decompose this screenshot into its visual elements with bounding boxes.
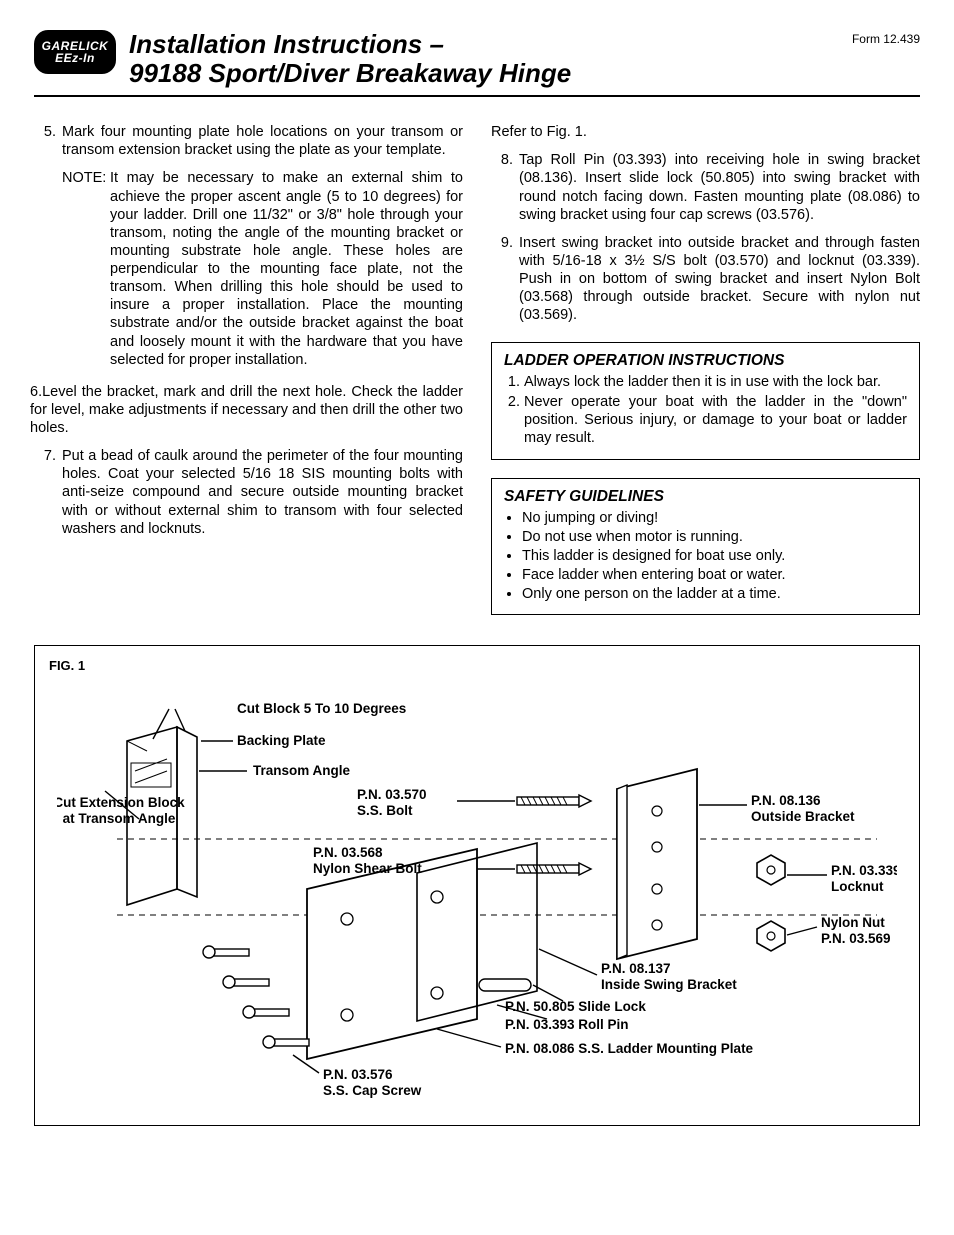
left-column: 5. Mark four mounting plate hole locatio… [34, 123, 463, 615]
title-block: Installation Instructions – 99188 Sport/… [129, 30, 852, 87]
step-text: Tap Roll Pin (03.393) into receiving hol… [519, 151, 920, 224]
callout-03339-2: Locknut [831, 879, 884, 894]
step-9: 9. Insert swing bracket into outside bra… [491, 234, 920, 325]
header: GARELICK EEz-In Installation Instruction… [34, 30, 920, 97]
outside-bracket [617, 769, 697, 959]
step-text: Put a bead of caulk around the perimeter… [62, 447, 463, 538]
list-item: Face ladder when entering boat or water. [522, 566, 907, 584]
callout-08136-1: P.N. 08.136 [751, 793, 821, 808]
step-number: 8. [491, 151, 519, 224]
note-body: It may be necessary to make an external … [110, 169, 463, 368]
callout-03576-1: P.N. 03.576 [323, 1067, 393, 1082]
title-line-2: 99188 Sport/Diver Breakaway Hinge [129, 59, 852, 88]
title-line-1: Installation Instructions – [129, 30, 852, 59]
step-8: 8. Tap Roll Pin (03.393) into receiving … [491, 151, 920, 224]
ladder-ops-list: Always lock the ladder then it is in use… [504, 373, 907, 448]
right-column: Refer to Fig. 1. 8. Tap Roll Pin (03.393… [491, 123, 920, 615]
cap-screws [203, 946, 309, 1048]
step-6: 6.Level the bracket, mark and drill the … [30, 383, 463, 437]
callout-cut-ext-1: Cut Extension Block [57, 795, 185, 810]
brand-logo: GARELICK EEz-In [34, 30, 119, 74]
step-number: 7. [34, 447, 62, 538]
list-item: Never operate your boat with the ladder … [524, 393, 907, 447]
ss-bolt [517, 795, 591, 807]
nylon-nut [757, 921, 785, 951]
callout-03570-2: S.S. Bolt [357, 803, 413, 818]
callout-backing-plate: Backing Plate [237, 733, 326, 748]
list-item: Always lock the ladder then it is in use… [524, 373, 907, 391]
safety-title: SAFETY GUIDELINES [504, 487, 907, 506]
slide-lock [479, 979, 531, 991]
callout-nylonnut-1: Nylon Nut [821, 915, 885, 930]
callout-03570-1: P.N. 03.570 [357, 787, 427, 802]
ladder-ops-title: LADDER OPERATION INSTRUCTIONS [504, 351, 907, 370]
list-item: This ladder is designed for boat use onl… [522, 547, 907, 565]
callout-08136-2: Outside Bracket [751, 809, 855, 824]
step-7: 7. Put a bead of caulk around the perime… [34, 447, 463, 538]
callout-transom-angle: Transom Angle [253, 763, 351, 778]
list-item: Do not use when motor is running. [522, 528, 907, 546]
callout-50805: P.N. 50.805 Slide Lock [505, 999, 646, 1014]
step-5: 5. Mark four mounting plate hole locatio… [34, 123, 463, 159]
step-text: Insert swing bracket into outside bracke… [519, 234, 920, 325]
callout-03568-1: P.N. 03.568 [313, 845, 383, 860]
callout-08137-2: Inside Swing Bracket [601, 977, 737, 992]
callout-03339-1: P.N. 03.339 [831, 863, 897, 878]
callout-cut-block: Cut Block 5 To 10 Degrees [237, 701, 406, 716]
ladder-operation-box: LADDER OPERATION INSTRUCTIONS Always loc… [491, 342, 920, 460]
form-number: Form 12.439 [852, 30, 920, 47]
mounting-plate [307, 849, 477, 1059]
step-number: 9. [491, 234, 519, 325]
callout-cut-ext-2: at Transom Angle [63, 811, 176, 826]
step-text: Mark four mounting plate hole locations … [62, 123, 463, 159]
step-number: 5. [34, 123, 62, 159]
callout-03393: P.N. 03.393 Roll Pin [505, 1017, 629, 1032]
callout-08137-1: P.N. 08.137 [601, 961, 671, 976]
callout-03576-2: S.S. Cap Screw [323, 1083, 422, 1098]
safety-list: No jumping or diving! Do not use when mo… [504, 509, 907, 604]
list-item: No jumping or diving! [522, 509, 907, 527]
callout-03568-2: Nylon Shear Bolt [313, 861, 422, 876]
figure-1-box: FIG. 1 [34, 645, 920, 1125]
exploded-diagram: Cut Block 5 To 10 Degrees Backing Plate … [57, 679, 897, 1109]
figure-label: FIG. 1 [49, 658, 905, 674]
note-label: NOTE: [62, 169, 110, 368]
locknut [757, 855, 785, 885]
safety-guidelines-box: SAFETY GUIDELINES No jumping or diving! … [491, 478, 920, 615]
refer-text: Refer to Fig. 1. [491, 123, 920, 141]
callout-nylonnut-2: P.N. 03.569 [821, 931, 891, 946]
callout-08086: P.N. 08.086 S.S. Ladder Mounting Plate [505, 1041, 754, 1056]
logo-bottom: EEz-In [55, 52, 95, 64]
nylon-shear-bolt [517, 863, 591, 875]
note-block: NOTE: It may be necessary to make an ext… [62, 169, 463, 368]
list-item: Only one person on the ladder at a time. [522, 585, 907, 603]
